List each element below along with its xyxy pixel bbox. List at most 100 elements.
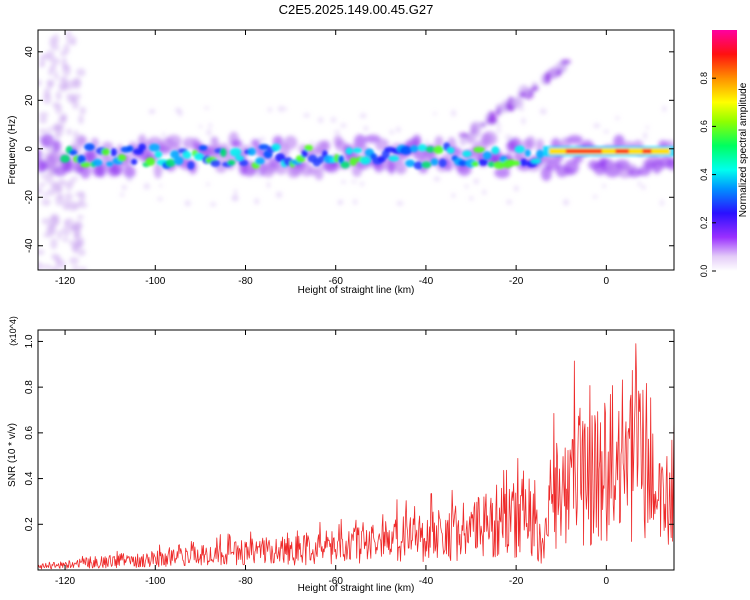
band-blob [154,151,163,159]
halo [494,167,511,179]
x-tick-label: -20 [509,276,524,287]
y-tick-label: 20 [24,94,35,106]
colorbar-tick-label: 0.4 [699,168,709,181]
band-blob [229,147,242,157]
band-blob [301,149,308,158]
speckle [451,109,457,117]
branch-blob [495,103,508,109]
band-blob [471,161,479,167]
band-blob [145,157,156,166]
branch-blob [459,135,467,146]
speckle [469,196,474,201]
speckle [602,183,606,189]
speckle [59,51,67,57]
y-tick-label: 0.6 [24,425,35,439]
halo [123,165,136,179]
x-tick-label: -120 [55,576,75,587]
band-blob [410,145,419,153]
halo [283,135,298,150]
speckle [660,199,664,207]
band-blob [510,160,521,166]
speckle [55,185,63,194]
speckle [41,54,51,59]
x-tick-label: -40 [419,576,434,587]
y-tick-label: 0.8 [24,380,35,394]
x-tick-label: -80 [238,576,253,587]
halo [666,158,674,171]
speckle [254,198,260,205]
colorbar-tick-label: 0.2 [699,217,709,230]
colorbar-tick-label: 0.6 [699,120,709,133]
colorbar-tick-label: 0.0 [699,265,709,278]
branch-blob [531,85,539,91]
strong-band-mid [549,148,670,155]
speckle [206,129,212,136]
speckle [49,36,56,48]
band-blob [345,147,353,155]
speckle [69,256,79,265]
band-blob [220,148,227,157]
band-blob [271,143,281,152]
band-blob [491,146,500,155]
speckle [79,106,87,115]
band-blob [340,161,350,169]
speckle [277,105,285,113]
speckle [175,107,181,114]
x-tick-label: -80 [238,276,253,287]
x-tick-label: -40 [419,276,434,287]
band-blob [430,158,439,166]
snr-y-ticks: 0.2 0.4 0.6 0.8 1.0 [24,334,674,531]
speckle [433,112,437,116]
speckle [159,183,163,188]
band-blob [255,157,265,165]
speckle [482,189,487,195]
speckle [266,181,271,189]
speckle [54,70,59,81]
speckle [359,113,367,119]
speckle [198,124,203,129]
speckle [50,213,59,222]
speckle [208,122,212,129]
speckle [72,175,79,182]
speckle [78,114,84,125]
branch-blob [486,116,498,125]
speckle [72,244,79,254]
speckle [603,129,610,134]
branch-blob [519,91,526,98]
speckle [55,90,62,101]
band-blob [417,144,427,152]
speckle [62,237,69,242]
speckle [38,261,43,270]
speckle [46,224,56,233]
speckle [593,123,601,129]
x-tick-label: -60 [328,576,343,587]
speckle [38,182,46,187]
speckle [433,176,441,182]
speckle [496,122,501,130]
colorbar-gradient [712,30,737,271]
band-blob [317,155,325,164]
band-blob [258,144,270,151]
band-blob [92,158,103,167]
speckle [47,126,54,133]
band-blob [174,156,184,166]
strong-band-core [615,149,629,154]
band-blob [388,155,400,162]
speckle [340,180,347,184]
speckle [389,129,395,135]
speckle [72,77,82,90]
speckle [521,117,526,125]
chart-title: C2E5.2025.149.00.45.G27 [279,2,434,17]
halo [353,134,367,150]
speckle [209,202,217,207]
snr-x-ticks: -120 -100 -80 -60 -40 -20 0 [55,330,610,587]
band-blob [239,159,249,167]
branch-blob [470,122,480,133]
speckle [284,107,288,111]
band-blob [349,157,357,166]
speckle [205,182,210,186]
band-blob [117,154,127,162]
speckle [562,198,570,206]
band-blob [493,161,506,170]
band-blob [247,147,256,156]
